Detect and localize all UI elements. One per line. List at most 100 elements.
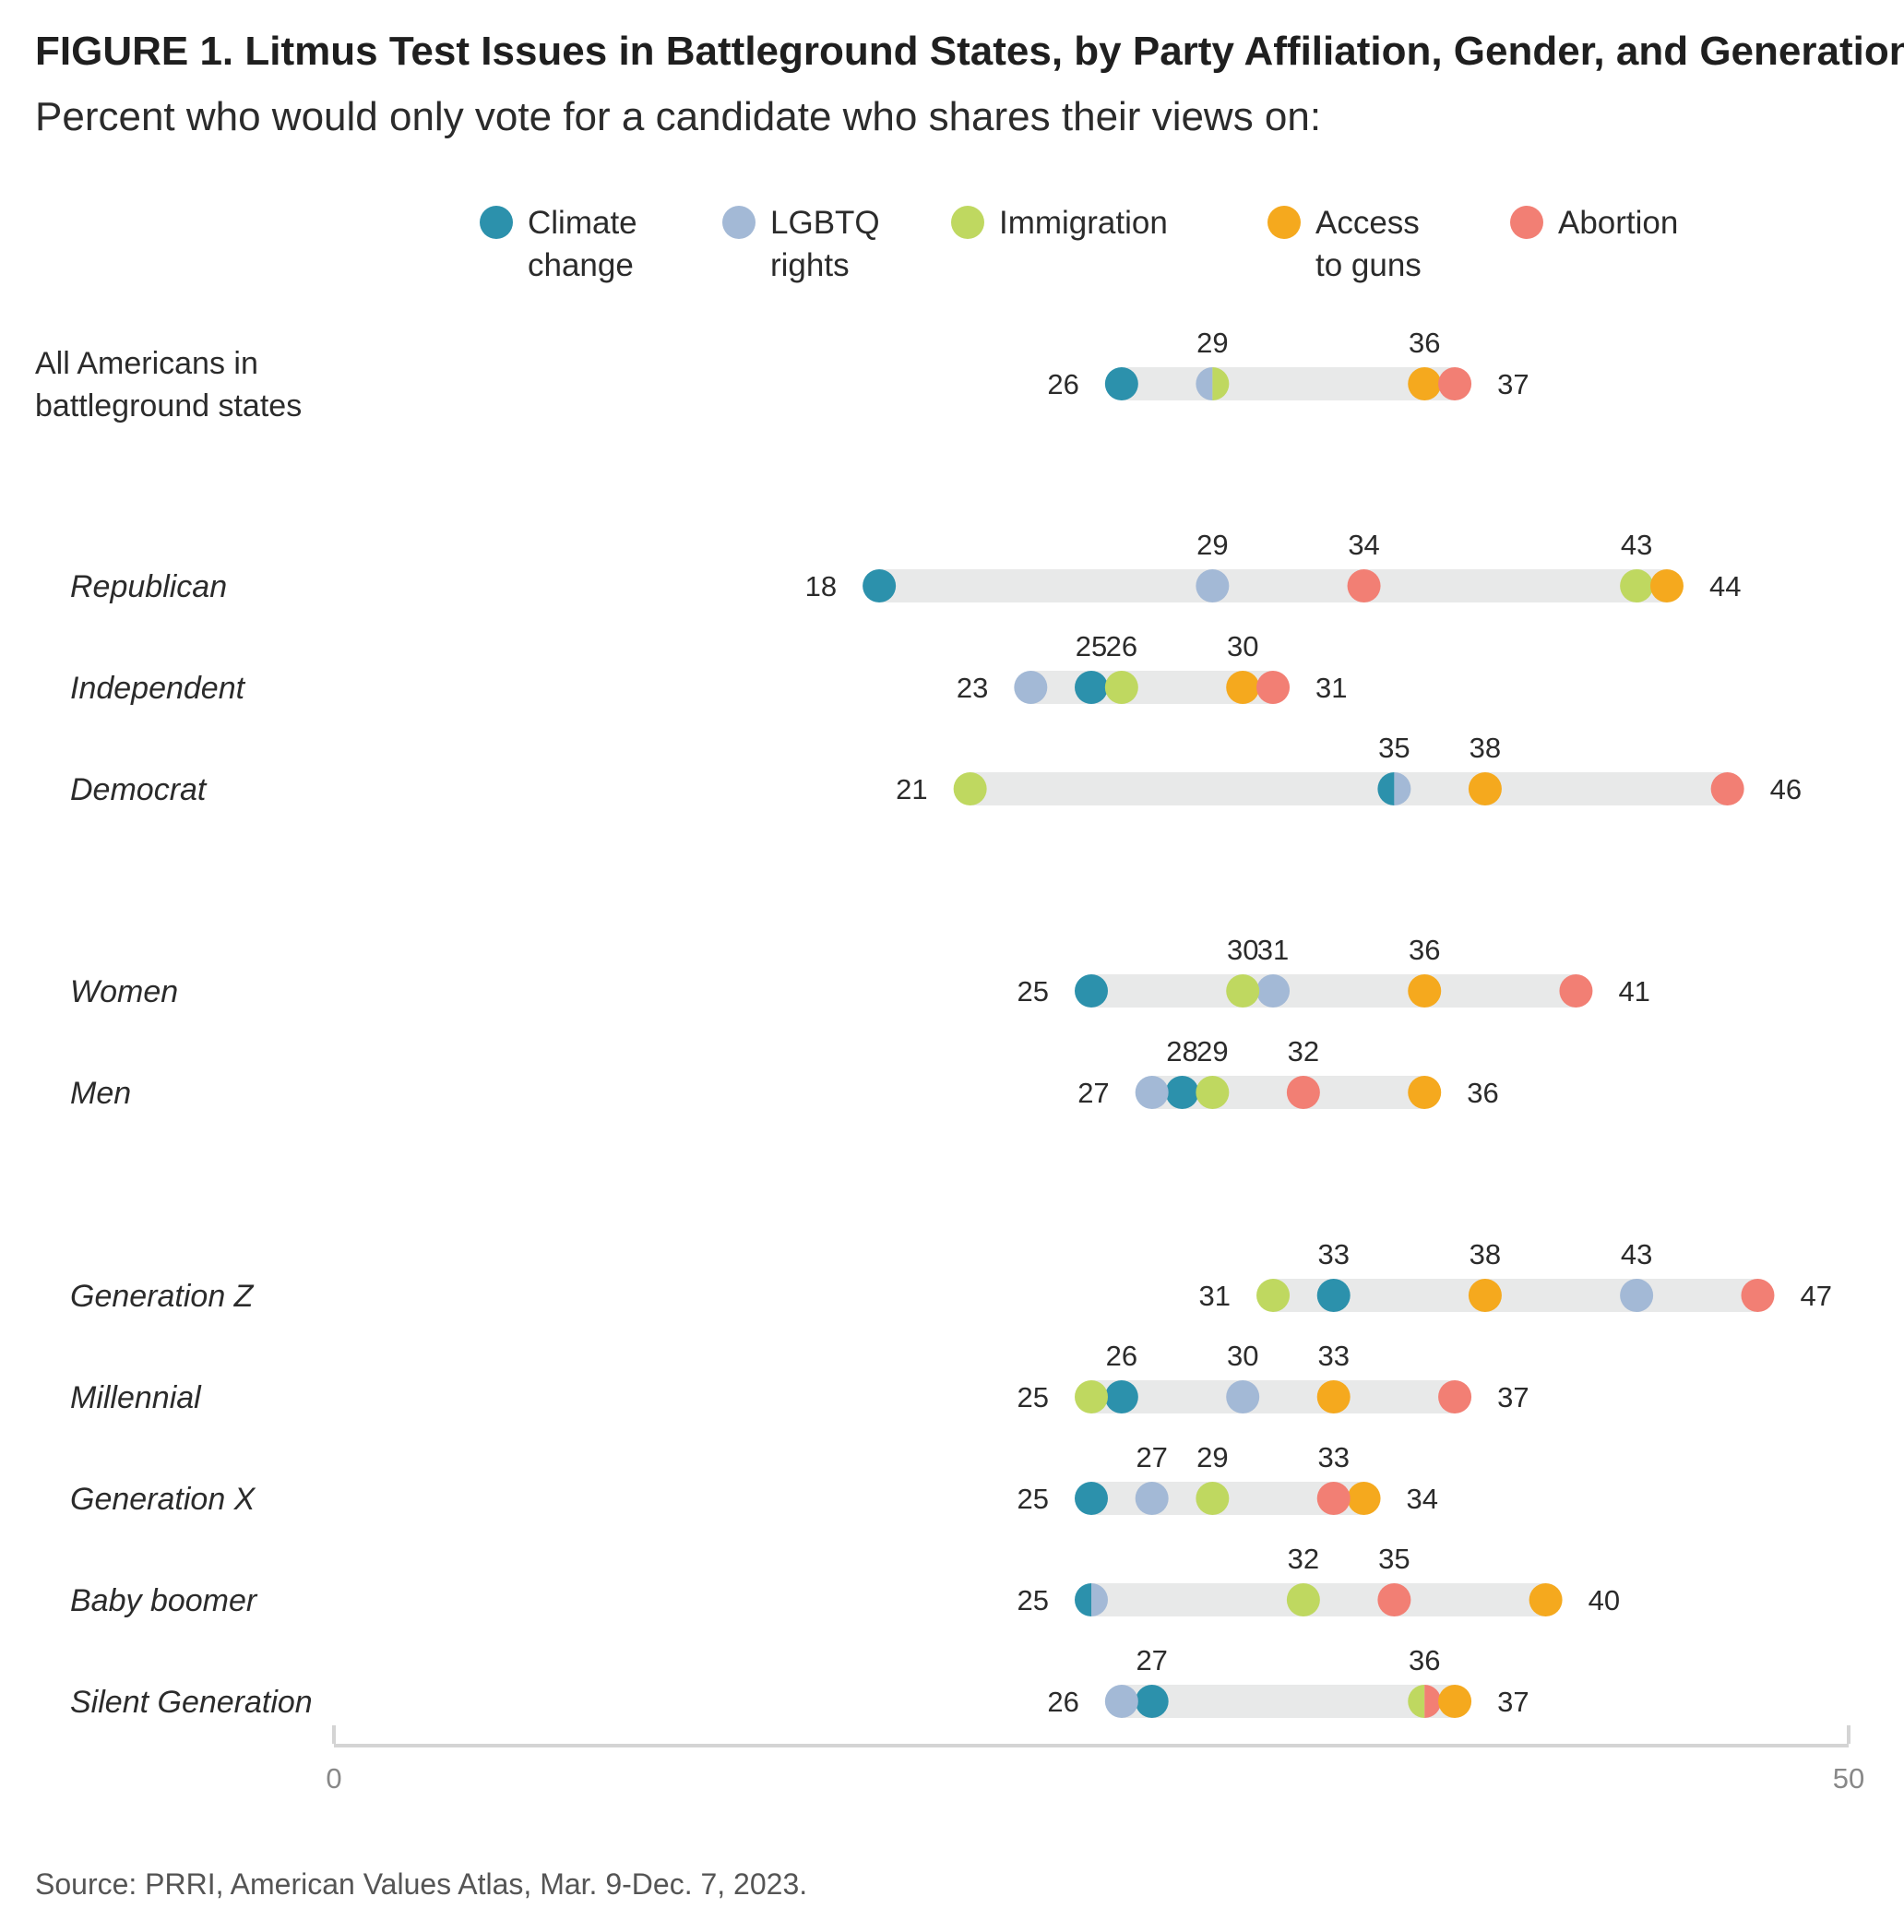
- legend-swatch-abortion: [1510, 206, 1543, 239]
- row-label: Democrat: [70, 772, 208, 807]
- value-label: 30: [1227, 630, 1258, 662]
- value-label: 29: [1196, 1035, 1228, 1067]
- row-label: Generation Z: [70, 1279, 255, 1314]
- value-label: 36: [1409, 327, 1440, 359]
- value-label: 27: [1136, 1441, 1167, 1473]
- range-bar: [1091, 974, 1577, 1008]
- value-label: 34: [1348, 529, 1379, 561]
- value-label: 35: [1378, 1543, 1410, 1575]
- dot-guns: [1649, 569, 1684, 602]
- legend-swatch-climate: [480, 206, 513, 239]
- range-bar: [1121, 1685, 1456, 1718]
- value-label: 25: [1076, 630, 1107, 662]
- value-label: 41: [1618, 975, 1649, 1008]
- dot-immigration: [1256, 1279, 1291, 1312]
- value-label: 25: [1017, 1483, 1049, 1515]
- row-label: battleground states: [35, 388, 302, 423]
- range-bar: [1273, 1279, 1758, 1312]
- dot-lgbtq: [1091, 1583, 1108, 1616]
- dot-guns: [1408, 367, 1442, 400]
- value-label: 26: [1106, 630, 1137, 662]
- row-all-americans-in-battleground-states: All Americans in battleground states 26 29 3…: [35, 327, 1529, 423]
- legend-swatch-immigration: [951, 206, 984, 239]
- legend-label-guns: to guns: [1315, 247, 1422, 283]
- dot-guns: [1438, 1685, 1472, 1718]
- row-democrat: Democrat 21 35 38 46: [70, 732, 1802, 807]
- dot-guns: [1316, 1380, 1351, 1413]
- value-label: 36: [1467, 1077, 1498, 1109]
- row-label: Baby boomer: [70, 1583, 258, 1618]
- dot-abortion: [1424, 1685, 1442, 1718]
- value-label: 29: [1196, 327, 1228, 359]
- dot-guns: [1408, 1076, 1442, 1109]
- dot-guns: [1468, 772, 1502, 805]
- range-bar: [879, 569, 1667, 602]
- dot-lgbtq: [1196, 569, 1230, 602]
- dot-climate: [1135, 1685, 1169, 1718]
- dot-guns: [1408, 974, 1442, 1008]
- chart-title: FIGURE 1. Litmus Test Issues in Battlegr…: [35, 29, 1904, 74]
- dot-climate: [1075, 1482, 1108, 1515]
- value-label: 38: [1470, 1238, 1501, 1270]
- value-label: 32: [1288, 1543, 1319, 1575]
- dot-climate: [1104, 1380, 1138, 1413]
- value-label: 34: [1407, 1483, 1438, 1515]
- dot-abortion: [1559, 974, 1593, 1008]
- dot-lgbtq: [1256, 974, 1291, 1008]
- row-label: Silent Generation: [70, 1685, 313, 1720]
- dot-immigration: [1212, 367, 1230, 400]
- dot-lgbtq: [1394, 772, 1411, 805]
- legend-label-abortion: Abortion: [1558, 205, 1678, 241]
- plot-area: All Americans in battleground states 26 29 3…: [35, 327, 1832, 1720]
- dot-abortion: [1741, 1279, 1775, 1312]
- dot-immigration: [1104, 671, 1138, 704]
- legend-swatch-guns: [1267, 206, 1301, 239]
- value-label: 47: [1800, 1280, 1831, 1312]
- value-label: 25: [1017, 1584, 1049, 1616]
- row-label: Men: [70, 1076, 131, 1111]
- dot-climate: [1377, 772, 1395, 805]
- dot-climate: [1165, 1076, 1199, 1109]
- dot-immigration: [953, 772, 987, 805]
- dot-abortion: [1438, 1380, 1472, 1413]
- dot-immigration: [1286, 1583, 1320, 1616]
- dot-lgbtq: [1620, 1279, 1654, 1312]
- dot-climate: [1316, 1279, 1351, 1312]
- dot-guns: [1226, 671, 1260, 704]
- value-label: 40: [1589, 1584, 1620, 1616]
- value-label: 37: [1497, 368, 1529, 400]
- dot-abortion: [1316, 1482, 1351, 1515]
- x-tick-label: 50: [1833, 1762, 1864, 1795]
- dot-lgbtq: [1196, 367, 1213, 400]
- value-label: 30: [1227, 1340, 1258, 1372]
- dot-lgbtq: [1104, 1685, 1138, 1718]
- dot-lgbtq: [1014, 671, 1048, 704]
- legend-label-guns: Access: [1315, 205, 1420, 241]
- dot-immigration: [1196, 1076, 1230, 1109]
- dot-abortion: [1438, 367, 1472, 400]
- value-label: 38: [1470, 732, 1501, 764]
- dot-abortion: [1710, 772, 1744, 805]
- range-bar: [1091, 1380, 1456, 1413]
- source-note: Source: PRRI, American Values Atlas, Mar…: [35, 1867, 807, 1901]
- dot-lgbtq: [1135, 1482, 1169, 1515]
- value-label: 25: [1017, 975, 1049, 1008]
- row-label: Republican: [70, 569, 227, 604]
- range-bar: [1121, 367, 1456, 400]
- dot-abortion: [1256, 671, 1291, 704]
- row-label: Millennial: [70, 1380, 202, 1415]
- value-label: 18: [805, 570, 837, 602]
- dot-immigration: [1075, 1380, 1108, 1413]
- legend-label-lgbtq: rights: [770, 247, 850, 283]
- value-label: 28: [1166, 1035, 1197, 1067]
- range-bar: [970, 772, 1728, 805]
- dot-abortion: [1286, 1076, 1320, 1109]
- value-label: 43: [1621, 529, 1652, 561]
- dot-climate: [1075, 671, 1108, 704]
- dot-immigration: [1408, 1685, 1425, 1718]
- dot-climate: [1075, 974, 1108, 1008]
- value-label: 21: [896, 773, 927, 805]
- row-label: All Americans in: [35, 346, 258, 381]
